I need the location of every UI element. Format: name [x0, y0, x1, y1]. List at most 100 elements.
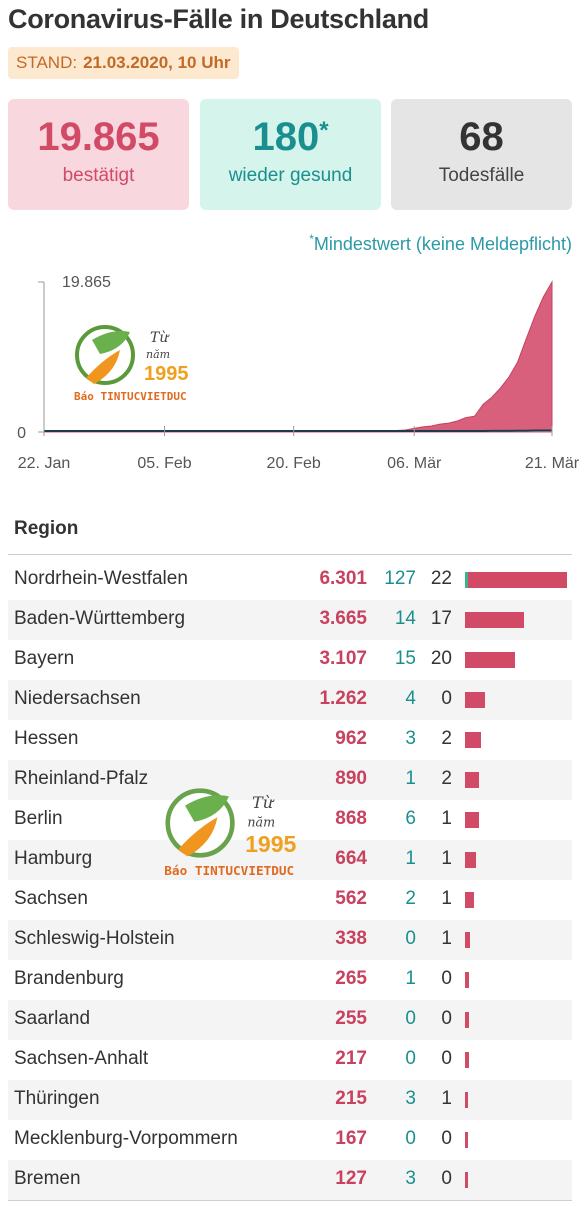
region-name: Hamburg	[14, 848, 92, 870]
deaths-cell: 2	[441, 728, 452, 750]
confirmed-cell: 6.301	[319, 568, 367, 590]
recovered-card: 180* wieder gesund	[200, 99, 381, 210]
deaths-cell: 0	[441, 688, 452, 710]
deaths-cell: 1	[441, 928, 452, 950]
y-tick-label: 19.865	[62, 274, 111, 291]
region-bar	[465, 1052, 469, 1068]
deaths-cell: 20	[431, 648, 452, 670]
recovered-cell: 3	[405, 728, 416, 750]
region-name: Saarland	[14, 1008, 90, 1030]
table-row: Bayern 3.107 15 20	[8, 640, 572, 680]
confirmed-cell: 217	[335, 1048, 367, 1070]
confirmed-card: 19.865 bestätigt	[8, 99, 189, 210]
recovered-cell: 15	[395, 648, 416, 670]
deaths-cell: 0	[441, 968, 452, 990]
region-bar	[465, 772, 479, 788]
region-name: Brandenburg	[14, 968, 124, 990]
logo-word-2: năm	[146, 348, 170, 361]
region-name: Schleswig-Holstein	[14, 928, 175, 950]
logo-word-1: Từ	[252, 793, 275, 812]
region-name: Baden-Württemberg	[14, 608, 185, 630]
logo-year: 1995	[144, 363, 189, 385]
table-row: Hessen 962 3 2	[8, 720, 572, 760]
logo-brand: Báo TINTUCVIETDUC	[74, 390, 187, 403]
deaths-line	[44, 431, 552, 432]
table-top-divider	[8, 554, 572, 555]
table-row: Bremen 127 3 0	[8, 1160, 572, 1200]
confirmed-cell: 265	[335, 968, 367, 990]
region-bar	[465, 1012, 469, 1028]
confirmed-cell: 562	[335, 888, 367, 910]
region-bar	[465, 612, 524, 628]
deaths-cell: 0	[441, 1008, 452, 1030]
confirmed-cell: 962	[335, 728, 367, 750]
region-bar	[465, 732, 481, 748]
region-name: Bremen	[14, 1168, 81, 1190]
confirmed-cell: 664	[335, 848, 367, 870]
footnote: *Mindestwert (keine Meldepflicht)	[309, 232, 572, 255]
region-bar	[465, 1092, 468, 1108]
recovered-cell: 1	[405, 848, 416, 870]
confirmed-cell: 215	[335, 1088, 367, 1110]
logo-word-2: năm	[247, 814, 275, 829]
recovered-count-wrap: 180*	[200, 113, 381, 161]
region-bar	[465, 572, 567, 588]
y-tick-label: 0	[17, 425, 26, 442]
x-tick-label: 21. Mär	[525, 455, 580, 472]
deaths-label: Todesfälle	[391, 165, 572, 187]
deaths-cell: 1	[441, 848, 452, 870]
x-tick-label: 22. Jan	[18, 455, 70, 472]
watermark-logo-bottom: Từ năm 1995 Báo TINTUCVIETDUC	[162, 782, 312, 887]
recovered-cell: 0	[405, 928, 416, 950]
recovered-cell: 1	[405, 768, 416, 790]
deaths-cell: 0	[441, 1168, 452, 1190]
deaths-cell: 0	[441, 1128, 452, 1150]
recovered-cell: 0	[405, 1048, 416, 1070]
confirmed-cell: 3.107	[319, 648, 367, 670]
stand-value: 21.03.2020, 10 Uhr	[83, 53, 230, 73]
deaths-card: 68 Todesfälle	[391, 99, 572, 210]
region-name: Berlin	[14, 808, 63, 830]
confirmed-cell: 3.665	[319, 608, 367, 630]
region-name: Sachsen	[14, 888, 88, 910]
x-tick-label: 06. Mär	[387, 455, 442, 472]
deaths-cell: 0	[441, 1048, 452, 1070]
x-tick-label: 20. Feb	[267, 455, 321, 472]
deaths-cell: 17	[431, 608, 452, 630]
region-bar	[465, 1132, 468, 1148]
confirmed-cell: 167	[335, 1128, 367, 1150]
recovered-cell: 14	[395, 608, 416, 630]
recovered-cell: 6	[405, 808, 416, 830]
deaths-cell: 22	[431, 568, 452, 590]
deaths-cell: 1	[441, 1088, 452, 1110]
region-name: Rheinland-Pfalz	[14, 768, 148, 790]
stand-badge: STAND: 21.03.2020, 10 Uhr	[8, 47, 239, 79]
x-tick-label: 05. Feb	[137, 455, 191, 472]
table-row: Niedersachsen 1.262 4 0	[8, 680, 572, 720]
region-bar	[465, 852, 476, 868]
confirmed-cell: 1.262	[319, 688, 367, 710]
region-recovered-bar	[465, 572, 468, 588]
region-bar	[465, 972, 469, 988]
region-bar	[465, 892, 474, 908]
table-row: Schleswig-Holstein 338 0 1	[8, 920, 572, 960]
confirmed-label: bestätigt	[8, 165, 189, 187]
logo-year: 1995	[245, 831, 296, 857]
region-name: Sachsen-Anhalt	[14, 1048, 148, 1070]
table-bottom-divider	[8, 1200, 572, 1201]
stand-label: STAND:	[16, 53, 77, 73]
confirmed-cell: 890	[335, 768, 367, 790]
recovered-label: wieder gesund	[200, 165, 381, 187]
recovered-cell: 4	[405, 688, 416, 710]
table-row: Baden-Württemberg 3.665 14 17	[8, 600, 572, 640]
table-row: Sachsen-Anhalt 217 0 0	[8, 1040, 572, 1080]
watermark-logo-top: Từ năm 1995 Báo TINTUCVIETDUC	[72, 320, 202, 410]
deaths-cell: 2	[441, 768, 452, 790]
table-row: Thüringen 215 3 1	[8, 1080, 572, 1120]
deaths-cell: 1	[441, 888, 452, 910]
recovered-asterisk: *	[319, 117, 328, 144]
confirmed-count: 19.865	[8, 113, 189, 161]
recovered-cell: 3	[405, 1168, 416, 1190]
recovered-count: 180	[252, 115, 319, 159]
footnote-text: Mindestwert (keine Meldepflicht)	[314, 234, 572, 254]
